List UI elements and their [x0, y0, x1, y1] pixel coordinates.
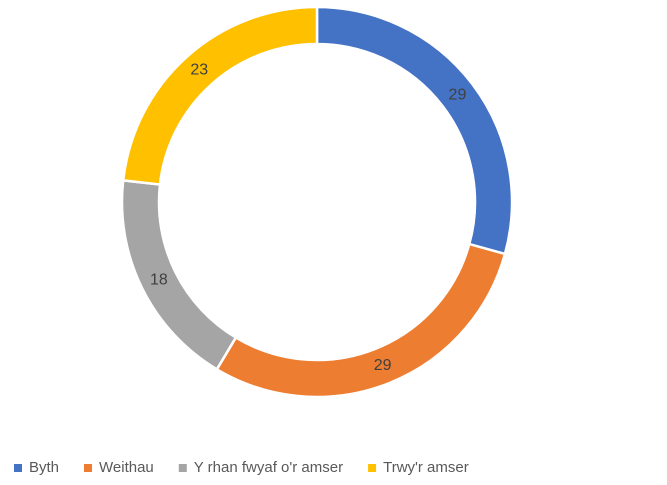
legend-label: Trwy'r amser: [383, 459, 469, 476]
legend-swatch: [14, 464, 22, 472]
legend-swatch: [368, 464, 377, 472]
data-label: 29: [374, 357, 392, 374]
data-label: 23: [190, 62, 208, 79]
donut-segment: [315, 5, 514, 256]
donut-segment: [120, 179, 238, 372]
donut-segment: [121, 5, 319, 186]
legend-swatch: [178, 464, 187, 472]
legend-label: Y rhan fwyaf o'r amser: [194, 459, 343, 476]
legend-label: Byth: [29, 459, 59, 476]
legend-label: Weithau: [99, 459, 154, 476]
data-label: 18: [150, 272, 168, 289]
data-label: 29: [449, 86, 467, 103]
legend-swatch: [84, 464, 93, 472]
donut-segment: [215, 242, 507, 399]
